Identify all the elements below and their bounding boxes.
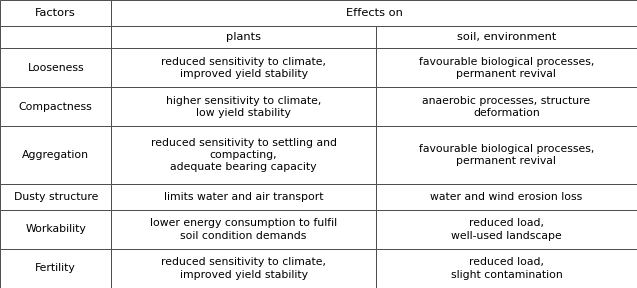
Bar <box>376 26 637 48</box>
Bar <box>111 184 376 210</box>
Bar <box>376 210 637 249</box>
Bar <box>376 126 637 184</box>
Bar <box>111 249 376 288</box>
Text: anaerobic processes, structure
deformation: anaerobic processes, structure deformati… <box>422 96 590 118</box>
Text: Factors: Factors <box>36 8 76 18</box>
Text: reduced sensitivity to settling and
compacting,
adequate bearing capacity: reduced sensitivity to settling and comp… <box>151 138 336 173</box>
Bar <box>111 87 376 126</box>
Text: Effects on: Effects on <box>346 8 403 18</box>
Text: reduced load,
slight contamination: reduced load, slight contamination <box>450 257 562 280</box>
Bar <box>376 48 637 87</box>
Text: soil, environment: soil, environment <box>457 32 556 42</box>
Bar <box>111 126 376 184</box>
Bar <box>0 184 111 210</box>
Text: Dusty structure: Dusty structure <box>13 192 98 202</box>
Bar <box>111 26 376 48</box>
Bar <box>376 184 637 210</box>
Bar <box>0 87 111 126</box>
Text: Compactness: Compactness <box>19 102 92 112</box>
Bar <box>0 126 111 184</box>
Bar <box>0 210 111 249</box>
Text: higher sensitivity to climate,
low yield stability: higher sensitivity to climate, low yield… <box>166 96 321 118</box>
Bar <box>111 48 376 87</box>
Text: plants: plants <box>226 32 261 42</box>
Text: favourable biological processes,
permanent revival: favourable biological processes, permane… <box>419 144 594 166</box>
Text: Aggregation: Aggregation <box>22 150 89 160</box>
Text: Workability: Workability <box>25 224 86 234</box>
Text: lower energy consumption to fulfil
soil condition demands: lower energy consumption to fulfil soil … <box>150 218 337 240</box>
Bar <box>111 0 637 26</box>
Bar <box>0 26 111 48</box>
Text: Fertility: Fertility <box>36 264 76 273</box>
Bar <box>0 48 111 87</box>
Bar <box>0 0 111 26</box>
Text: water and wind erosion loss: water and wind erosion loss <box>430 192 583 202</box>
Bar <box>111 210 376 249</box>
Text: Looseness: Looseness <box>27 63 84 73</box>
Text: limits water and air transport: limits water and air transport <box>164 192 324 202</box>
Text: favourable biological processes,
permanent revival: favourable biological processes, permane… <box>419 56 594 79</box>
Text: reduced sensitivity to climate,
improved yield stability: reduced sensitivity to climate, improved… <box>161 257 326 280</box>
Text: reduced load,
well-used landscape: reduced load, well-used landscape <box>451 218 562 240</box>
Text: reduced sensitivity to climate,
improved yield stability: reduced sensitivity to climate, improved… <box>161 56 326 79</box>
Bar <box>376 249 637 288</box>
Bar <box>0 249 111 288</box>
Bar <box>376 87 637 126</box>
